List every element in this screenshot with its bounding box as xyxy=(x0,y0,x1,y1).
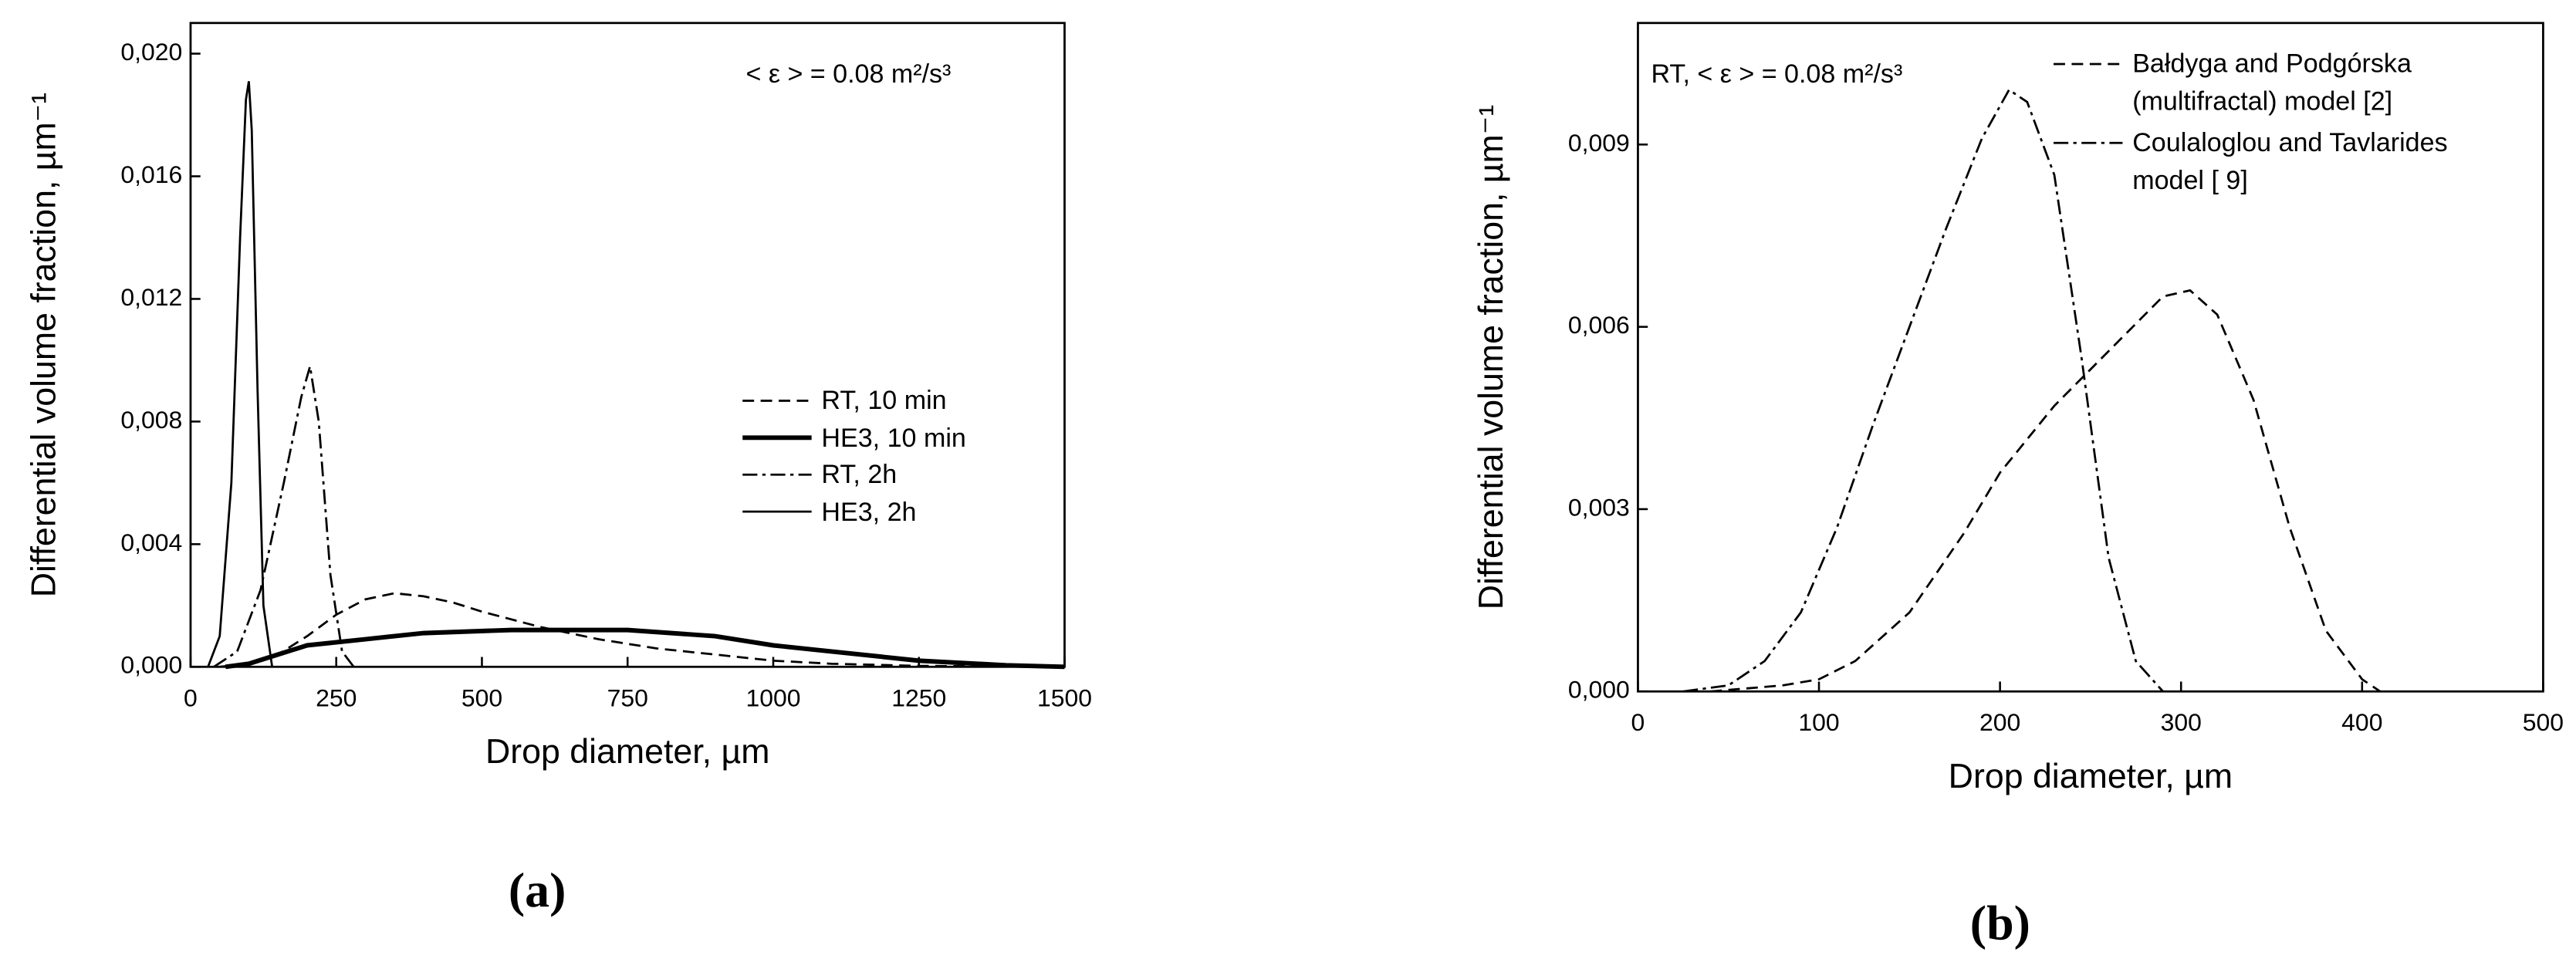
y-tick-label: 0,020 xyxy=(120,38,182,66)
x-tick-label: 400 xyxy=(2341,708,2382,736)
plot-frame xyxy=(1637,22,2544,693)
series-line xyxy=(1710,289,2382,693)
x-tick-label: 1000 xyxy=(745,684,800,711)
x-tick-label: 500 xyxy=(2523,708,2564,736)
y-tick-label: 0,000 xyxy=(1568,676,1630,704)
x-tick-label: 0 xyxy=(1631,708,1645,736)
y-tick-label: 0,008 xyxy=(120,406,182,434)
legend-entry: Bałdyga and Podgórska (multifractal) mod… xyxy=(2132,50,2412,117)
legend-entry: HE3, 2h xyxy=(821,498,917,527)
x-tick-label: 750 xyxy=(607,684,648,711)
x-axis-label: Drop diameter, µm xyxy=(485,733,769,771)
series-line xyxy=(219,592,1065,668)
x-tick-label: 1500 xyxy=(1037,684,1092,711)
series-line xyxy=(207,81,274,667)
y-tick-label: 0,016 xyxy=(120,160,182,188)
legend-label: Coulaloglou and Tavlarides model [ 9] xyxy=(2132,130,2448,196)
y-tick-label: 0,000 xyxy=(120,651,182,679)
series-line xyxy=(225,627,1065,670)
series-line xyxy=(1682,88,2164,693)
legend-entry: RT, 2h xyxy=(821,461,898,490)
x-tick-label: 1250 xyxy=(891,684,946,711)
y-axis-label: Differential volume fraction, µm⁻¹ xyxy=(1472,105,1510,610)
series-line xyxy=(213,366,355,668)
x-tick-label: 100 xyxy=(1798,708,1839,736)
panel-label: (a) xyxy=(509,863,566,917)
y-tick-label: 0,009 xyxy=(1568,129,1630,157)
legend-label: HE3, 2h xyxy=(821,498,917,527)
annotation: RT, < ε > = 0.08 m²/s³ xyxy=(1651,59,1902,89)
y-tick-label: 0,012 xyxy=(120,283,182,311)
y-axis-label: Differential volume fraction, µm⁻¹ xyxy=(25,93,63,598)
y-tick-label: 0,004 xyxy=(120,528,182,556)
y-tick-label: 0,003 xyxy=(1568,493,1630,521)
x-tick-label: 200 xyxy=(1979,708,2020,736)
legend-label: HE3, 10 min xyxy=(821,424,966,453)
x-axis-label: Drop diameter, µm xyxy=(1949,758,2233,795)
legend-entry: RT, 10 min xyxy=(821,387,947,416)
x-tick-label: 0 xyxy=(184,684,198,711)
y-tick-label: 0,006 xyxy=(1568,311,1630,339)
annotation: < ε > = 0.08 m²/s³ xyxy=(745,59,951,89)
x-tick-label: 250 xyxy=(316,684,357,711)
legend-entry: HE3, 10 min xyxy=(821,424,966,453)
legend-label: RT, 10 min xyxy=(821,387,947,416)
legend-entry: Coulaloglou and Tavlarides model [ 9] xyxy=(2132,130,2448,196)
panel-label: (b) xyxy=(1970,895,2030,950)
x-tick-label: 500 xyxy=(461,684,502,711)
x-tick-label: 300 xyxy=(2161,708,2202,736)
legend-label: Bałdyga and Podgórska (multifractal) mod… xyxy=(2132,50,2412,117)
legend-label: RT, 2h xyxy=(821,461,898,490)
plot-frame xyxy=(189,22,1066,668)
